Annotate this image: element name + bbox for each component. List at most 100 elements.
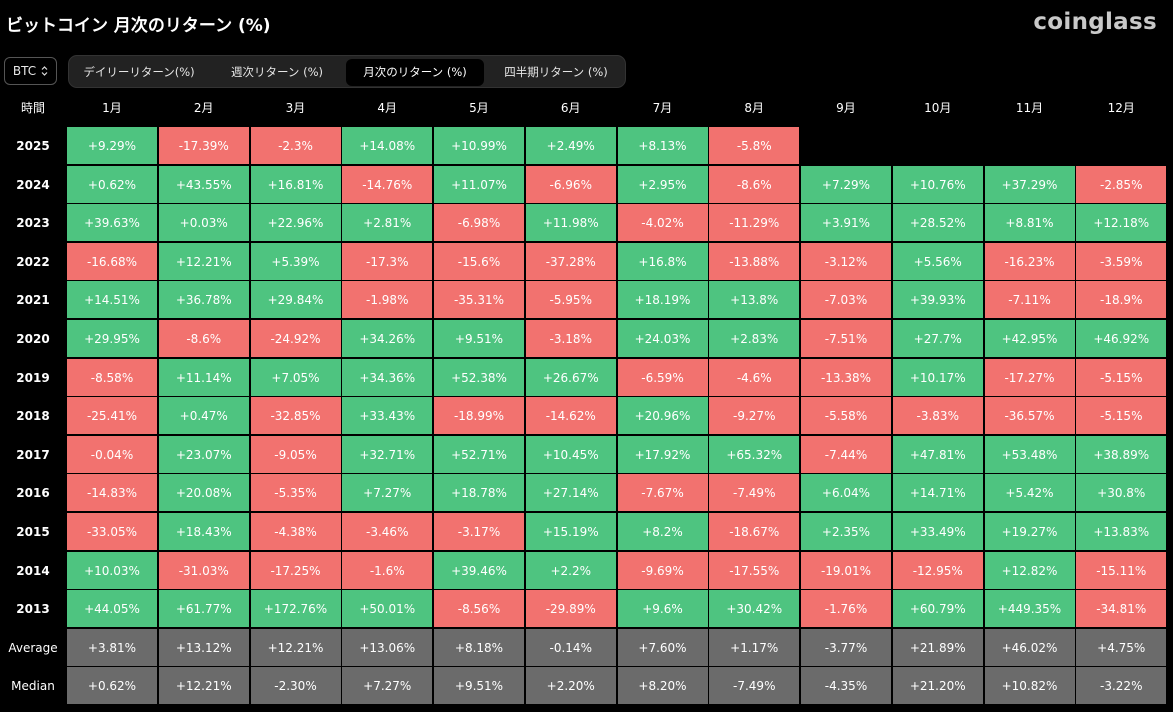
summary-cell: +7.60%: [617, 629, 708, 666]
summary-cell: +0.62%: [67, 667, 157, 704]
return-cell: +9.29%: [67, 127, 157, 164]
year-label: 2023: [16, 215, 50, 230]
summary-cell: +13.12%: [158, 629, 249, 666]
return-cell: -17.27%: [984, 359, 1075, 396]
return-cell: +52.71%: [434, 436, 524, 473]
return-cell: +34.36%: [342, 359, 433, 396]
return-cell: +13.8%: [709, 281, 800, 318]
return-cell: +10.03%: [67, 552, 157, 589]
return-cell: +27.7%: [892, 320, 983, 357]
return-cell: -13.38%: [801, 359, 891, 396]
tab-weekly-return[interactable]: 週次リターン (%): [231, 65, 323, 79]
return-cell: -7.49%: [709, 474, 800, 511]
return-cell: -34.81%: [1076, 590, 1167, 627]
coin-selector[interactable]: BTC: [4, 57, 57, 85]
return-cell: +7.05%: [250, 359, 341, 396]
return-cell: -24.92%: [250, 320, 341, 357]
return-cell: +14.51%: [67, 281, 157, 318]
return-cell: -29.89%: [525, 590, 616, 627]
summary-cell: -3.22%: [1076, 667, 1167, 704]
summary-cell: -3.77%: [801, 629, 891, 666]
return-cell: +16.8%: [617, 243, 708, 280]
year-label: 2015: [16, 524, 50, 539]
return-cell: +2.83%: [709, 320, 800, 357]
return-cell: +14.71%: [892, 474, 983, 511]
return-cell: -32.85%: [250, 397, 341, 434]
return-cell: +37.29%: [984, 166, 1075, 203]
return-cell: +5.39%: [250, 243, 341, 280]
return-cell: +26.67%: [525, 359, 616, 396]
return-cell: -9.05%: [250, 436, 341, 473]
return-cell: +12.21%: [158, 243, 249, 280]
return-cell: +2.81%: [342, 204, 433, 241]
return-cell: -25.41%: [67, 397, 157, 434]
return-cell: +13.83%: [1076, 513, 1167, 550]
return-cell: +28.52%: [892, 204, 983, 241]
tab-daily-return[interactable]: デイリーリターン(%): [83, 65, 195, 79]
summary-cell: +2.20%: [525, 667, 616, 704]
return-cell: -17.55%: [709, 552, 800, 589]
return-cell: +8.2%: [617, 513, 708, 550]
tab-quarterly-return[interactable]: 四半期リターン (%): [504, 65, 608, 79]
return-cell: +18.19%: [617, 281, 708, 318]
return-cell: -15.11%: [1076, 552, 1167, 589]
return-cell: -13.88%: [709, 243, 800, 280]
return-cell: +46.92%: [1076, 320, 1167, 357]
return-cell: +449.35%: [984, 590, 1075, 627]
year-label: 2019: [16, 370, 50, 385]
return-cell: +5.56%: [892, 243, 983, 280]
return-cell: -3.12%: [801, 243, 891, 280]
return-cell: -4.02%: [617, 204, 708, 241]
summary-cell: -2.30%: [250, 667, 341, 704]
return-cell: +44.05%: [67, 590, 157, 627]
return-cell: -5.35%: [250, 474, 341, 511]
return-cell: +50.01%: [342, 590, 433, 627]
summary-cell: +13.06%: [342, 629, 433, 666]
return-cell: +10.76%: [892, 166, 983, 203]
return-cell: +27.14%: [525, 474, 616, 511]
return-cell: -9.27%: [709, 397, 800, 434]
return-cell: -18.67%: [709, 513, 800, 550]
return-cell: +17.92%: [617, 436, 708, 473]
return-cell: -0.04%: [67, 436, 157, 473]
return-cell: +19.27%: [984, 513, 1075, 550]
return-cell: -1.6%: [342, 552, 433, 589]
return-cell: -1.76%: [801, 590, 891, 627]
summary-label: Average: [8, 640, 58, 655]
return-cell: +6.04%: [801, 474, 891, 511]
page-title: ビットコイン 月次のリターン (%): [6, 16, 271, 36]
return-cell: -15.6%: [434, 243, 524, 280]
return-cell: -7.67%: [617, 474, 708, 511]
return-cell: -17.3%: [342, 243, 433, 280]
month-header: 9月: [836, 100, 856, 115]
return-cell: -12.95%: [892, 552, 983, 589]
return-cell: -3.46%: [342, 513, 433, 550]
return-cell: -2.85%: [1076, 166, 1167, 203]
return-cell: -5.8%: [709, 127, 800, 164]
return-cell: +9.6%: [617, 590, 708, 627]
return-cell: +60.79%: [892, 590, 983, 627]
month-header: 3月: [285, 100, 306, 115]
summary-cell: +9.51%: [434, 667, 524, 704]
month-header: 11月: [1015, 100, 1044, 115]
tab-monthly-return[interactable]: 月次のリターン (%): [346, 59, 484, 86]
return-cell: -3.17%: [434, 513, 524, 550]
return-cell: -11.29%: [709, 204, 800, 241]
month-header: 6月: [560, 100, 581, 115]
return-cell: -8.58%: [67, 359, 157, 396]
return-cell: +23.07%: [158, 436, 249, 473]
return-cell: -7.11%: [984, 281, 1075, 318]
return-cell: +16.81%: [250, 166, 341, 203]
return-cell: +52.38%: [434, 359, 524, 396]
return-cell: -37.28%: [525, 243, 616, 280]
return-period-tabs: デイリーリターン(%) 週次リターン (%) 月次のリターン (%) 四半期リタ…: [68, 55, 626, 88]
summary-cell: +10.82%: [984, 667, 1075, 704]
return-cell: -17.25%: [250, 552, 341, 589]
summary-cell: -7.49%: [709, 667, 800, 704]
return-cell: +30.42%: [709, 590, 800, 627]
return-cell: +0.62%: [67, 166, 157, 203]
return-cell: +8.81%: [984, 204, 1075, 241]
month-header: 8月: [744, 100, 765, 115]
return-cell: +0.03%: [158, 204, 249, 241]
return-cell: -2.3%: [250, 127, 341, 164]
